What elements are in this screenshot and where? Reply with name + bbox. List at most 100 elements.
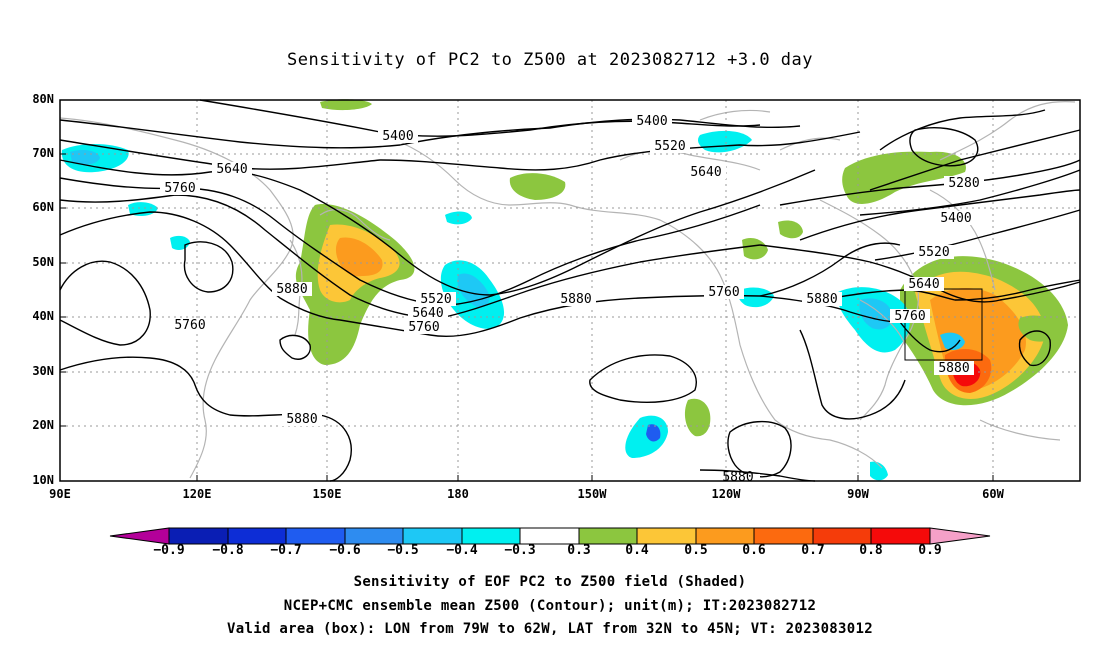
z500-contours <box>59 99 1081 482</box>
colorbar-label: −0.5 <box>387 543 419 558</box>
contour-label-text: 5400 <box>382 129 413 144</box>
colorbar-cell <box>519 527 580 545</box>
contour-label-text: 5880 <box>560 292 591 307</box>
colorbar-cell <box>461 527 521 545</box>
colorbar-label: 0.9 <box>918 543 942 558</box>
contour-label: 5880 <box>282 412 322 427</box>
contour-label: 5280 <box>944 176 984 191</box>
contour-label: 5760 <box>170 318 210 333</box>
contour-label-text: 5640 <box>690 165 721 180</box>
colorbar-cell <box>285 527 346 545</box>
contour-label: 5400 <box>378 129 418 144</box>
contour-label-text: 5880 <box>938 361 969 376</box>
colorbar-label: 0.5 <box>684 543 708 558</box>
contour-label: 5520 <box>914 245 954 260</box>
colorbar-label: −0.8 <box>212 543 244 558</box>
negative-region <box>70 150 100 165</box>
negative-region <box>697 130 752 153</box>
colorbar-cell <box>344 527 404 545</box>
lat-label: 10N <box>32 473 54 487</box>
positive-region <box>684 398 711 437</box>
lon-label: 60W <box>982 487 1004 501</box>
colorbar-cell <box>227 527 287 545</box>
contour-label: 5640 <box>686 165 726 180</box>
contour-label-text: 5520 <box>918 245 949 260</box>
positive-region <box>320 99 372 111</box>
coastlines <box>59 100 1076 479</box>
contour-label-text: 5880 <box>276 282 307 297</box>
colorbar-label: 0.6 <box>742 543 766 558</box>
positive-region <box>778 220 803 239</box>
colorbar-label: −0.6 <box>329 543 361 558</box>
contour-label: 5880 <box>716 470 760 485</box>
contour-label: 5880 <box>556 292 596 307</box>
lat-label: 50N <box>32 255 54 269</box>
colorbar-cell <box>812 527 872 545</box>
contour-label-text: 5400 <box>636 114 667 129</box>
negative-region <box>646 424 661 442</box>
colorbar-cell <box>636 527 697 545</box>
contour-label-text: 5400 <box>940 211 971 226</box>
map-title: Sensitivity of PC2 to Z500 at 2023082712… <box>286 50 813 70</box>
positive-region <box>509 173 566 200</box>
contour-label-text: 5880 <box>286 412 317 427</box>
contour-labels: 5400 5400 5520 5640 5640 5760 5760 5280 … <box>160 114 984 485</box>
lon-label: 90E <box>49 487 71 501</box>
negative-region <box>870 461 888 481</box>
caption-contour: NCEP+CMC ensemble mean Z500 (Contour); u… <box>283 598 817 614</box>
contour-label-text: 5640 <box>216 162 247 177</box>
caption-shaded: Sensitivity of EOF PC2 to Z500 field (Sh… <box>353 574 747 590</box>
contour-label: 5520 <box>650 139 690 154</box>
tick-marks <box>60 99 994 482</box>
contour-label-text: 5760 <box>894 309 925 324</box>
contour-label-text: 5520 <box>654 139 685 154</box>
contour-label: 5400 <box>632 114 672 129</box>
contour-label-text: 5520 <box>420 292 451 307</box>
contour-label-text: 5640 <box>412 306 443 321</box>
contour-label: 5400 <box>936 211 976 226</box>
colorbar-cell <box>168 527 229 545</box>
lat-label: 40N <box>32 309 54 323</box>
negative-region <box>737 287 774 308</box>
contour-label: 5880 <box>934 361 974 376</box>
contour-label: 5760 <box>160 181 200 196</box>
colorbar-label: 0.8 <box>859 543 883 558</box>
contour-label-text: 5760 <box>708 285 739 300</box>
negative-region <box>170 235 190 250</box>
negative-region <box>940 332 965 350</box>
contour-label-text: 5280 <box>948 176 979 191</box>
positive-region <box>742 238 768 260</box>
colorbar-label: 0.4 <box>625 543 649 558</box>
caption-valid-area: Valid area (box): LON from 79W to 62W, L… <box>227 621 873 637</box>
colorbar-label: 0.3 <box>567 543 591 558</box>
contour-label-text: 5760 <box>174 318 205 333</box>
gridlines <box>60 100 1080 481</box>
colorbar-cell <box>578 527 638 545</box>
negative-region <box>859 298 893 330</box>
colorbar-label: 0.7 <box>801 543 825 558</box>
colorbar-label: −0.4 <box>446 543 478 558</box>
lat-label: 30N <box>32 364 54 378</box>
positive-region <box>1018 315 1068 342</box>
contour-label: 5760 <box>890 309 930 324</box>
lon-label: 120W <box>711 487 741 501</box>
colorbar-cell <box>695 527 755 545</box>
contour-label: 5880 <box>272 282 312 297</box>
lon-label: 150W <box>577 487 607 501</box>
contour-label: 5640 <box>212 162 252 177</box>
positive-region <box>335 237 383 277</box>
colorbar-cell <box>402 527 463 545</box>
contour-label: 5760 <box>404 320 444 335</box>
contour-label-text: 5760 <box>164 181 195 196</box>
colorbar-label: −0.3 <box>504 543 536 558</box>
negative-region <box>625 415 668 458</box>
negative-region <box>445 211 472 225</box>
lon-label: 150E <box>312 487 342 501</box>
contour-label: 5640 <box>408 306 448 321</box>
colorbar-cell <box>753 527 814 545</box>
contour-label-text: 5760 <box>408 320 439 335</box>
colorbar-left-arrow <box>109 527 170 545</box>
colorbar <box>109 527 991 545</box>
contour-label-text: 5640 <box>908 277 939 292</box>
